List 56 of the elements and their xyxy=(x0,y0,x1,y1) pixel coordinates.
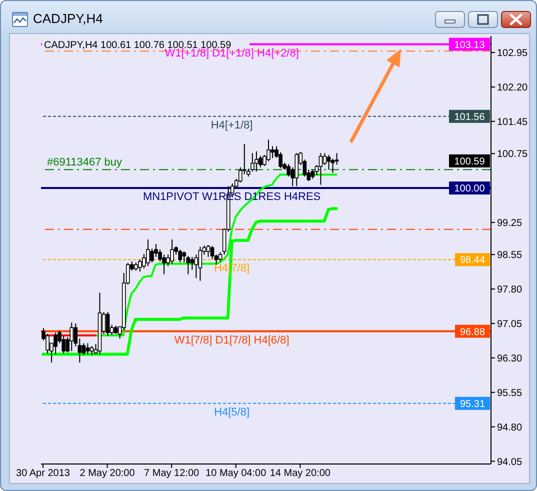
y-tick-label: 98.55 xyxy=(497,250,522,262)
candlestick xyxy=(258,155,262,168)
y-tick-label: 102.20 xyxy=(497,82,528,94)
ref-line-label: H4[5/8] xyxy=(214,406,250,418)
ref-line-label: H4[+1/8] xyxy=(210,119,253,132)
ref-line-label: #69113467 buy xyxy=(47,156,123,169)
x-tick-label: 30 Apr 2013 xyxy=(16,468,70,480)
candlestick xyxy=(70,322,74,352)
candlestick xyxy=(54,332,58,355)
candlestick xyxy=(218,252,222,262)
candlestick xyxy=(190,256,194,270)
annotation: 100.00 xyxy=(454,184,486,195)
candlestick xyxy=(198,246,202,282)
x-tick-label: 2 May 20:00 xyxy=(80,468,136,480)
candlestick xyxy=(266,139,270,162)
y-tick-label: 94.05 xyxy=(497,456,522,468)
candlestick xyxy=(178,249,182,263)
y-tick-label: 97.05 xyxy=(497,319,522,330)
candlestick xyxy=(170,238,174,264)
candlestick xyxy=(106,311,110,336)
x-tick-label: 14 May 20:00 xyxy=(270,468,331,480)
candlestick xyxy=(294,152,299,187)
y-tick-label: 96.30 xyxy=(497,353,522,364)
candlestick xyxy=(310,169,315,180)
y-tick-label: 101.45 xyxy=(497,116,528,128)
candlestick xyxy=(90,345,94,356)
candlestick xyxy=(210,245,214,260)
candlestick xyxy=(254,150,258,172)
annotation: 103.13 xyxy=(454,40,486,51)
candlestick xyxy=(318,152,323,186)
candlestick xyxy=(322,152,327,166)
candlestick xyxy=(206,244,210,258)
x-tick-label: 7 May 12:00 xyxy=(144,468,200,480)
candlestick xyxy=(186,255,190,275)
y-tick-label: 94.80 xyxy=(497,422,522,434)
candlestick xyxy=(86,342,90,355)
annotation: 95.31 xyxy=(460,398,486,410)
y-tick-label: 99.25 xyxy=(497,218,522,229)
candlestick xyxy=(150,248,154,263)
y-tick-label: 102.95 xyxy=(497,48,528,60)
candlestick xyxy=(330,158,335,174)
chart-title: CADJPY,H4 xyxy=(33,11,103,27)
x-tick-label: 10 May 04:00 xyxy=(206,468,267,480)
candlestick xyxy=(326,154,331,170)
y-tick-label: 100.75 xyxy=(497,149,528,160)
candlestick xyxy=(146,238,150,267)
annotation: 101.56 xyxy=(454,112,486,123)
annotation: 100.59 xyxy=(454,156,486,168)
annotation: 96.88 xyxy=(460,326,486,338)
annotation: 98.44 xyxy=(460,255,486,266)
y-tick-label: 97.80 xyxy=(497,284,522,296)
candlestick xyxy=(82,342,86,356)
ref-line-label: W1[7/8] D1[7/8] H4[6/8] xyxy=(174,334,290,346)
candlestick xyxy=(194,254,198,279)
y-tick-label: 95.55 xyxy=(497,388,522,399)
candlestick xyxy=(270,146,274,159)
